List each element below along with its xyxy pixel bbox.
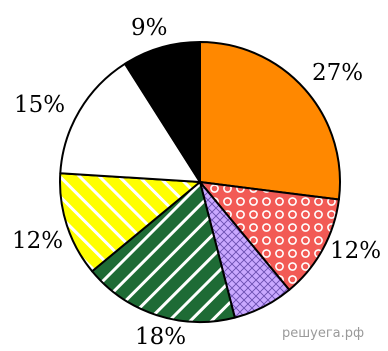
pie-slice-2	[199, 181, 340, 291]
pie-slice-5	[59, 172, 201, 273]
slice-label-18: 18%	[135, 324, 186, 350]
slice-label-15: 15%	[14, 92, 65, 118]
watermark: решуега.рф	[282, 326, 364, 341]
pie-slice-1	[199, 41, 341, 201]
pie-slice-6	[59, 62, 201, 183]
slice-label-12-left: 12%	[12, 228, 63, 254]
slice-label-9: 9%	[131, 15, 168, 41]
pie-slice-7	[123, 41, 201, 183]
slice-label-27: 27%	[312, 60, 363, 86]
pie-slice-4	[91, 181, 236, 323]
slice-label-12-right: 12%	[330, 238, 381, 264]
